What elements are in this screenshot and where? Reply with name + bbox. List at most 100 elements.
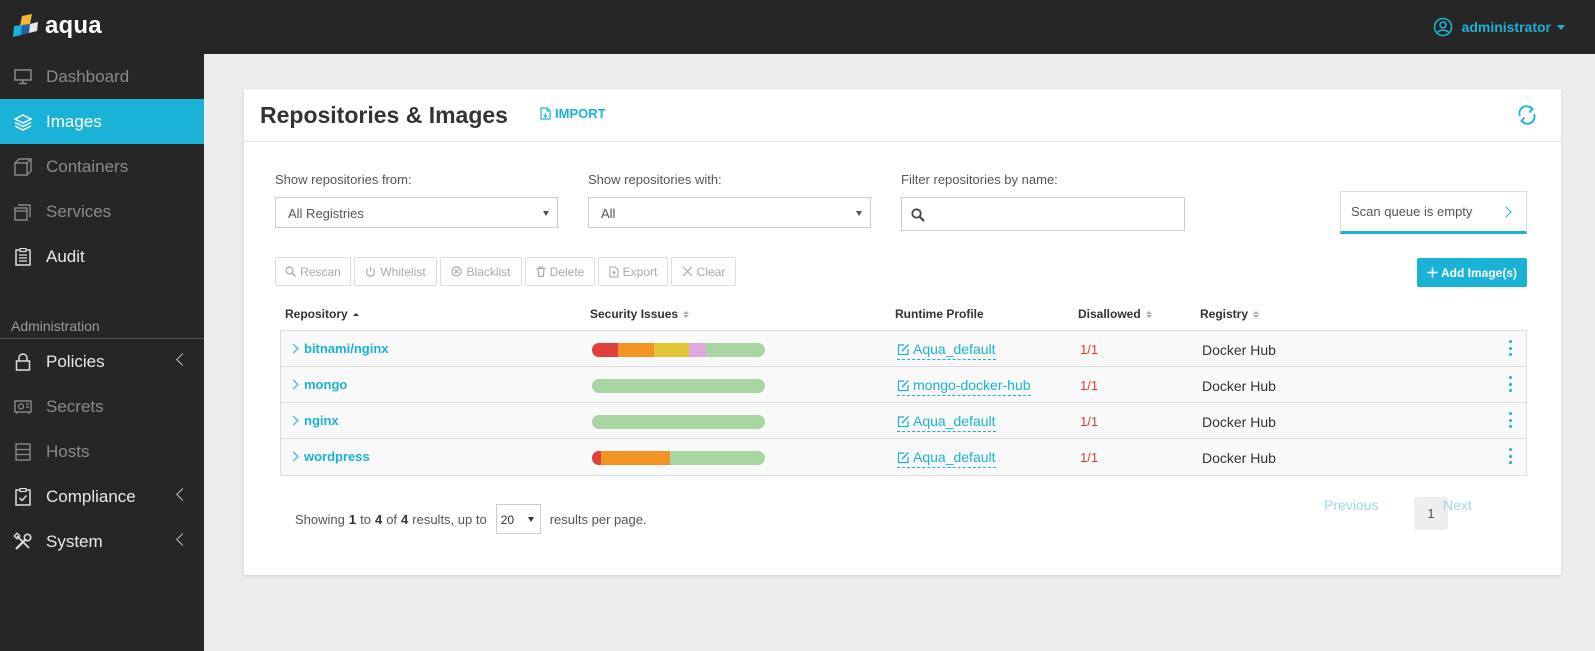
- issues-select[interactable]: All: [588, 197, 871, 228]
- summary-text: of: [386, 511, 398, 527]
- repository-link[interactable]: nginx: [304, 413, 339, 428]
- chevron-right-icon[interactable]: [288, 415, 299, 426]
- security-issues-bar: [592, 415, 765, 429]
- sidebar-item-audit[interactable]: Audit: [0, 234, 204, 279]
- table-row: bitnami/nginx Aqua_default 1/1 Docker Hu…: [281, 331, 1526, 367]
- rescan-button[interactable]: Rescan: [275, 257, 351, 286]
- chevron-right-icon: [1500, 206, 1512, 218]
- blacklist-label: Blacklist: [466, 264, 511, 279]
- summary-from: 1: [348, 511, 357, 527]
- add-images-label: Add Image(s): [1440, 265, 1517, 280]
- blacklist-button[interactable]: Blacklist: [440, 257, 522, 286]
- column-header-security-issues[interactable]: Security Issues: [590, 307, 690, 321]
- repository-link[interactable]: bitnami/nginx: [304, 341, 389, 356]
- chevron-right-icon[interactable]: [288, 451, 299, 462]
- more-vertical-icon[interactable]: [1509, 376, 1512, 392]
- repositories-panel: Repositories & Images IMPORT Show reposi…: [244, 89, 1561, 575]
- search-icon: [911, 208, 925, 222]
- security-issues-bar: [592, 379, 765, 393]
- runtime-profile-link[interactable]: mongo-docker-hub: [897, 377, 1031, 396]
- edit-icon: [897, 451, 909, 463]
- repository-link[interactable]: wordpress: [304, 449, 370, 464]
- sidebar-item-label: Hosts: [46, 441, 90, 461]
- import-button[interactable]: IMPORT: [540, 106, 606, 121]
- summary-text: results per page.: [549, 511, 647, 527]
- delete-label: Delete: [549, 264, 585, 279]
- sidebar-item-hosts[interactable]: Hosts: [0, 429, 204, 474]
- security-issues-bar: [592, 451, 765, 465]
- column-header-repository[interactable]: Repository: [285, 307, 359, 321]
- sidebar-item-services[interactable]: Services: [0, 189, 204, 234]
- scan-queue-button[interactable]: Scan queue is empty: [1340, 191, 1527, 234]
- file-export-icon: [609, 265, 619, 278]
- refresh-icon[interactable]: [1515, 103, 1539, 127]
- per-page-select[interactable]: 20: [495, 504, 541, 534]
- column-header-label: Security Issues: [590, 307, 679, 321]
- runtime-profile-link[interactable]: Aqua_default: [897, 449, 996, 468]
- sidebar-item-system[interactable]: System: [0, 519, 204, 564]
- sidebar-item-label: Containers: [46, 156, 129, 176]
- security-issues-bar: [592, 343, 765, 357]
- runtime-profile-link[interactable]: Aqua_default: [897, 341, 996, 360]
- summary-text: to: [360, 511, 371, 527]
- previous-page-button[interactable]: Previous: [1324, 497, 1379, 513]
- cube-icon: [13, 157, 33, 177]
- summary-text: results, up to: [412, 511, 487, 527]
- runtime-profile-label: mongo-docker-hub: [913, 377, 1031, 393]
- page-number-button[interactable]: 1: [1414, 497, 1448, 530]
- registry-name: Docker Hub: [1202, 378, 1276, 394]
- top-bar: aqua administrator: [0, 0, 1595, 54]
- runtime-profile-link[interactable]: Aqua_default: [897, 413, 996, 432]
- windows-icon: [13, 202, 33, 222]
- scan-queue-label: Scan queue is empty: [1351, 204, 1473, 219]
- next-page-button[interactable]: Next: [1443, 497, 1472, 513]
- server-icon: [13, 442, 33, 462]
- sidebar-item-dashboard[interactable]: Dashboard: [0, 54, 204, 99]
- delete-button[interactable]: Delete: [525, 257, 595, 286]
- logo[interactable]: aqua: [13, 12, 102, 40]
- filter-name-label: Filter repositories by name:: [901, 172, 1058, 187]
- sidebar-item-secrets[interactable]: Secrets: [0, 384, 204, 429]
- summary-total: 4: [401, 511, 409, 527]
- chevron-right-icon[interactable]: [288, 343, 299, 354]
- sidebar-item-policies[interactable]: Policies: [0, 339, 204, 384]
- clipboard-check-icon: [13, 487, 33, 507]
- user-menu[interactable]: administrator: [1433, 17, 1565, 37]
- monitor-icon: [13, 67, 33, 87]
- caret-down-icon: [527, 517, 534, 522]
- registry-name: Docker Hub: [1202, 342, 1276, 358]
- more-vertical-icon[interactable]: [1509, 340, 1512, 356]
- column-header-registry[interactable]: Registry: [1200, 307, 1260, 321]
- registry-name: Docker Hub: [1202, 450, 1276, 466]
- runtime-profile-label: Aqua_default: [913, 341, 996, 357]
- disallowed-count: 1/1: [1080, 378, 1099, 393]
- rescan-label: Rescan: [300, 264, 341, 279]
- sidebar-item-label: Secrets: [46, 396, 104, 416]
- panel-header: Repositories & Images IMPORT: [244, 89, 1561, 142]
- repository-link[interactable]: mongo: [304, 377, 348, 392]
- summary-text: Showing: [295, 511, 345, 527]
- column-header-disallowed[interactable]: Disallowed: [1078, 307, 1152, 321]
- sidebar-item-images[interactable]: Images: [0, 99, 204, 144]
- chevron-right-icon[interactable]: [288, 379, 299, 390]
- clear-button[interactable]: Clear: [671, 257, 736, 286]
- clear-label: Clear: [696, 264, 726, 279]
- add-images-button[interactable]: Add Image(s): [1417, 258, 1527, 287]
- export-button[interactable]: Export: [598, 257, 668, 286]
- registry-select-value: All Registries: [288, 206, 364, 221]
- sidebar-item-compliance[interactable]: Compliance: [0, 474, 204, 519]
- search-input[interactable]: [902, 198, 1184, 230]
- caret-down-icon: [543, 211, 549, 216]
- runtime-profile-label: Aqua_default: [913, 413, 996, 429]
- sidebar-item-containers[interactable]: Containers: [0, 144, 204, 189]
- more-vertical-icon[interactable]: [1509, 412, 1512, 428]
- file-import-icon: [540, 107, 551, 120]
- table-row: mongo mongo-docker-hub 1/1 Docker Hub: [281, 367, 1526, 403]
- registry-select[interactable]: All Registries: [275, 197, 558, 228]
- more-vertical-icon[interactable]: [1509, 448, 1512, 464]
- chevron-left-icon: [176, 533, 189, 546]
- column-header-runtime-profile: Runtime Profile: [895, 307, 984, 321]
- trash-icon: [536, 266, 546, 277]
- whitelist-button[interactable]: Whitelist: [354, 257, 437, 286]
- column-header-label: Repository: [285, 307, 348, 321]
